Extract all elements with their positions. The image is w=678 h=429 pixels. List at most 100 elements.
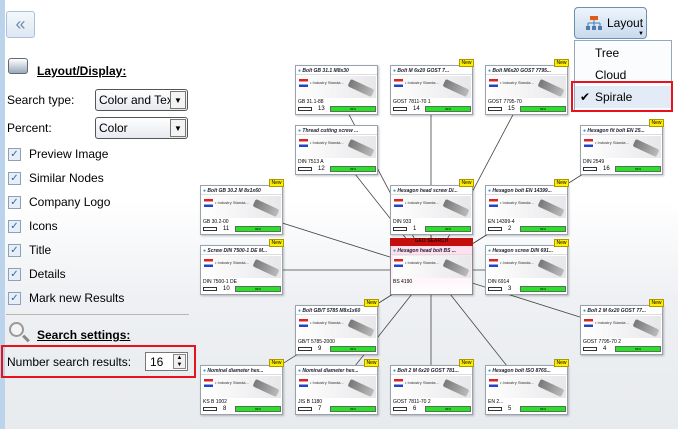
company-name: • Industry Standa... xyxy=(310,380,344,385)
node-title-text: Bolt 2 M 6x20 GOST 77... xyxy=(587,308,647,314)
bolt-preview-image xyxy=(537,258,565,278)
layout-button[interactable]: Layout ▼ xyxy=(574,7,647,39)
bolt-preview-image xyxy=(347,138,375,158)
divider xyxy=(6,314,189,315)
similarity-bar: 99% xyxy=(235,286,281,292)
sidebar-edge xyxy=(0,0,5,429)
paint-bucket-icon xyxy=(8,58,28,74)
node-rank: 4 xyxy=(603,346,607,352)
layout-display-heading: Layout/Display: xyxy=(37,64,127,78)
result-node[interactable]: ● Bolt GB 30.2 M 8x1x60 • Industry Stand… xyxy=(200,179,284,235)
node-footer: 5 99% xyxy=(488,406,566,413)
checkbox-icon[interactable]: ✓ xyxy=(8,171,21,185)
result-node[interactable]: ● Hexagon head screw DI... • Industry St… xyxy=(390,179,474,235)
node-title: ● Hexagon head bolt BS ... xyxy=(391,246,472,255)
checkbox-icons[interactable]: ✓ Icons xyxy=(8,218,58,234)
node-code: GOST 7795-70 xyxy=(488,99,522,105)
checkbox-label: Similar Nodes xyxy=(29,171,104,185)
company-name: • Industry Standa... xyxy=(595,320,629,325)
node-rank: 9 xyxy=(318,346,322,352)
node-preview: • Industry Standa... xyxy=(298,376,376,398)
result-node[interactable]: ● Bolt GB 31.1 M8x30 • Industry Standa..… xyxy=(295,65,378,115)
menu-item-spirale[interactable]: ✔ Spirale xyxy=(575,86,671,108)
node-preview: • Industry Standa... xyxy=(488,376,566,398)
company-logo xyxy=(204,379,213,387)
checkmark-icon: ✔ xyxy=(580,90,591,104)
result-node[interactable]: ● Screw DIN 7500-1 DE M... • Industry St… xyxy=(200,239,284,295)
checkbox-similar-nodes[interactable]: ✓ Similar Nodes xyxy=(8,170,104,186)
checkbox-icon[interactable]: ✓ xyxy=(8,147,21,161)
node-preview: • Industry Standa... xyxy=(583,136,661,158)
collapse-panel-button[interactable]: « xyxy=(6,11,35,38)
company-name: • Industry Standa... xyxy=(500,80,534,85)
checkbox-icon[interactable]: ✓ xyxy=(8,267,21,281)
new-badge: New xyxy=(649,299,664,307)
layout-menu: Tree Cloud ✔ Spirale xyxy=(574,40,672,112)
node-footer: 11 99% xyxy=(203,226,281,233)
result-node[interactable]: ● Bolt M6x20 GOST 7795... • Industry Sta… xyxy=(485,59,569,115)
node-rank: 3 xyxy=(508,286,512,292)
node-rank: 15 xyxy=(508,106,515,112)
company-name: • Industry Standa... xyxy=(215,380,249,385)
menu-item-cloud[interactable]: Cloud xyxy=(575,64,671,86)
checkbox-details[interactable]: ✓ Details xyxy=(8,266,66,282)
result-node[interactable]: ● Nominal diameter hex... • Industry Sta… xyxy=(200,359,284,415)
search-type-select[interactable]: Color and Text ▼ xyxy=(95,89,188,111)
result-node[interactable]: ● Hexagon screw DIN 691... • Industry St… xyxy=(485,239,569,295)
search-source-node[interactable]: GEO SEARCH ● Hexagon head bolt BS ... • I… xyxy=(390,238,473,295)
node-title: ● Bolt M6x20 GOST 7795... xyxy=(486,66,567,75)
bolt-preview-image xyxy=(252,378,280,398)
node-preview: • Industry Standa... xyxy=(203,256,281,278)
result-node[interactable]: ● Bolt 2 M 6x20 GOST 77... • Industry St… xyxy=(580,299,664,355)
menu-item-tree[interactable]: Tree xyxy=(575,42,671,64)
company-name: • Industry Standa... xyxy=(215,260,249,265)
stepper-arrows[interactable]: ▲ ▼ xyxy=(173,354,186,369)
checkbox-icon[interactable]: ✓ xyxy=(8,195,21,209)
node-footer: 6 99% xyxy=(393,406,471,413)
scale-icon xyxy=(393,227,407,231)
info-icon: ● xyxy=(488,68,493,74)
result-node[interactable]: ● Hexagon bolt EN 14399... • Industry St… xyxy=(485,179,569,235)
checkbox-icon[interactable]: ✓ xyxy=(8,243,21,257)
node-footer: 14 99% xyxy=(393,106,471,113)
node-code: JIS B 1180 xyxy=(298,399,323,405)
checkbox-icon[interactable]: ✓ xyxy=(8,291,21,305)
checkbox-company-logo[interactable]: ✓ Company Logo xyxy=(8,194,110,210)
company-name: • Industry Standa... xyxy=(595,140,629,145)
node-title-text: Screw DIN 7500-1 DE M... xyxy=(207,248,268,254)
node-preview: • Industry Standa... xyxy=(488,76,566,98)
node-title: ● Screw DIN 7500-1 DE M... xyxy=(201,246,282,255)
checkbox-preview-image[interactable]: ✓ Preview Image xyxy=(8,146,108,162)
result-node[interactable]: ● Bolt M 6x20 GOST 7... • Industry Stand… xyxy=(390,59,474,115)
node-rank: 1 xyxy=(413,226,417,232)
checkbox-mark-new-results[interactable]: ✓ Mark new Results xyxy=(8,290,124,306)
search-settings-heading: Search settings: xyxy=(37,328,131,342)
node-code: EN 14399-4 xyxy=(488,219,515,225)
result-node[interactable]: ● Bolt GB/T 5785 M8x1x60 • Industry Stan… xyxy=(295,299,379,355)
company-name: • Industry Standa... xyxy=(310,80,344,85)
bolt-preview-image xyxy=(347,378,375,398)
scale-icon xyxy=(203,227,217,231)
chevron-down-icon: ▼ xyxy=(170,91,186,109)
bolt-preview-image xyxy=(347,78,375,98)
number-results-label: Number search results: xyxy=(7,355,132,369)
result-node[interactable]: ● Bolt 2 M 6x20 GOST 781... • Industry S… xyxy=(390,359,474,415)
number-results-value: 16 xyxy=(150,355,164,369)
checkbox-title[interactable]: ✓ Title xyxy=(8,242,51,258)
result-node[interactable]: ● Hexagon bolt ISO 8765... • Industry St… xyxy=(485,359,569,415)
company-logo xyxy=(299,139,308,147)
checkbox-icon[interactable]: ✓ xyxy=(8,219,21,233)
double-chevron-left-icon: « xyxy=(15,14,26,34)
company-name: • Industry Standa... xyxy=(500,380,534,385)
result-graph: ● Hexagon head screw DI... • Industry St… xyxy=(200,55,678,429)
info-icon: ● xyxy=(583,308,588,314)
bolt-preview-image xyxy=(442,258,470,278)
result-node[interactable]: ● Thread cutting screw ... • Industry St… xyxy=(295,125,378,175)
similarity-bar: 99% xyxy=(425,106,471,112)
number-results-stepper[interactable]: 16 ▲ ▼ xyxy=(145,352,188,371)
result-node[interactable]: ● Hexagon fit bolt EN 25... • Industry S… xyxy=(580,119,664,175)
result-node[interactable]: ● Nominal diameter hex... • Industry Sta… xyxy=(295,359,379,415)
percent-select[interactable]: Color ▼ xyxy=(95,117,188,139)
node-code: DIN 2549 xyxy=(583,159,605,165)
company-name: • Industry Standa... xyxy=(405,380,439,385)
